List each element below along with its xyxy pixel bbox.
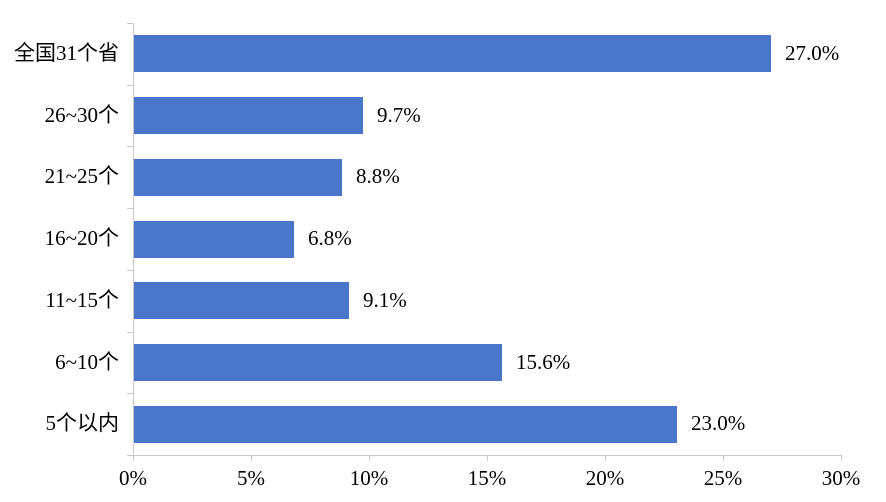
value-label: 27.0% <box>785 41 840 65</box>
category-label: 21~25个 <box>44 164 119 188</box>
x-axis-tick-label: 20% <box>585 466 625 490</box>
y-axis-tick <box>127 85 133 86</box>
x-axis-tick-label: 30% <box>821 466 861 490</box>
x-axis-tick <box>251 455 252 461</box>
bar <box>134 159 342 196</box>
category-label: 5个以内 <box>45 411 120 435</box>
value-label: 23.0% <box>691 411 746 435</box>
y-axis-tick <box>127 146 133 147</box>
x-axis-tick-label: 10% <box>349 466 389 490</box>
x-axis-tick <box>369 455 370 461</box>
y-axis-tick <box>127 23 133 24</box>
bar <box>134 282 349 319</box>
y-axis-tick <box>127 270 133 271</box>
category-label: 全国31个省 <box>14 41 119 65</box>
bar <box>134 97 363 134</box>
value-label: 9.1% <box>363 288 407 312</box>
category-label: 6~10个 <box>55 350 119 374</box>
y-axis-tick <box>127 208 133 209</box>
bar <box>134 406 677 443</box>
y-axis-line <box>133 23 134 455</box>
bar <box>134 221 294 258</box>
bar <box>134 344 502 381</box>
value-label: 8.8% <box>356 164 400 188</box>
x-axis-tick-label: 15% <box>467 466 507 490</box>
x-axis-tick-label: 0% <box>119 466 147 490</box>
value-label: 15.6% <box>516 350 571 374</box>
category-label: 11~15个 <box>45 288 119 312</box>
x-axis-tick <box>841 455 842 461</box>
value-label: 9.7% <box>377 103 421 127</box>
x-axis-tick-label: 25% <box>703 466 743 490</box>
y-axis-tick <box>127 455 133 456</box>
category-label: 26~30个 <box>44 103 119 127</box>
bar <box>134 35 771 72</box>
x-axis-tick <box>723 455 724 461</box>
y-axis-tick <box>127 393 133 394</box>
x-axis-tick-label: 5% <box>237 466 265 490</box>
x-axis-tick <box>133 455 134 461</box>
x-axis-tick <box>487 455 488 461</box>
y-axis-tick <box>127 332 133 333</box>
x-axis-tick <box>605 455 606 461</box>
value-label: 6.8% <box>308 226 352 250</box>
category-label: 16~20个 <box>44 226 119 250</box>
